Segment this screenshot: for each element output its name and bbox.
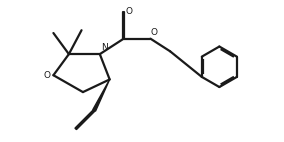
Text: O: O [44, 71, 51, 80]
Text: N: N [101, 43, 107, 52]
Text: O: O [151, 28, 158, 37]
Text: O: O [126, 7, 132, 16]
Polygon shape [93, 79, 110, 111]
